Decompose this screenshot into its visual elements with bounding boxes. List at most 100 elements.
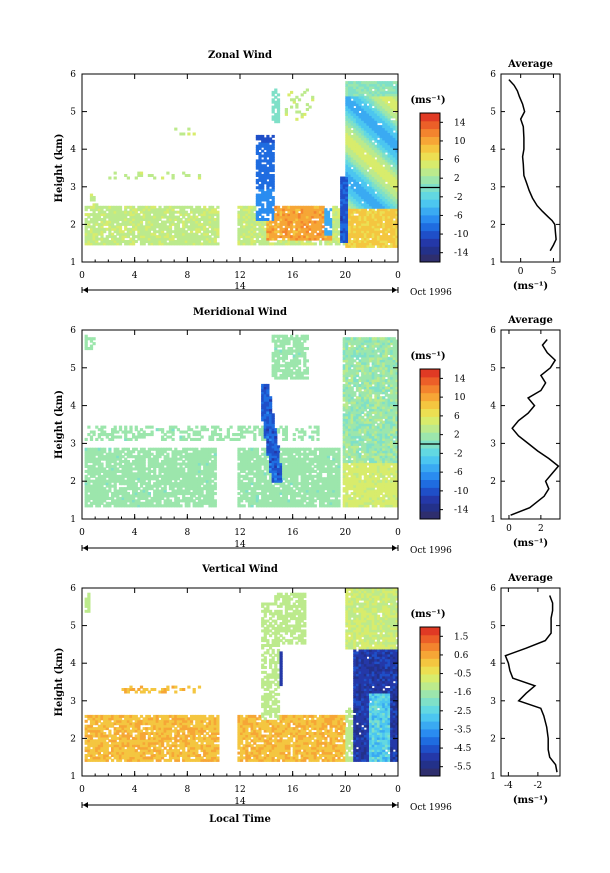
heatmap-cell — [182, 237, 186, 241]
colorbar-segment — [420, 160, 440, 169]
heatmap-cell — [282, 339, 286, 343]
heatmap-cell — [269, 235, 273, 239]
heatmap-cell — [269, 467, 273, 471]
heatmap-cell — [158, 208, 162, 212]
heatmap-cell — [271, 142, 275, 146]
heatmap-cell — [100, 205, 104, 209]
heatmap-cell — [384, 210, 388, 214]
heatmap-cell — [266, 144, 270, 148]
heatmap-cell — [142, 225, 146, 229]
heatmap-cell — [200, 479, 204, 483]
heatmap-cell — [111, 225, 115, 229]
heatmap-cell — [303, 235, 307, 239]
heatmap-cell — [105, 462, 109, 466]
heatmap-cell — [395, 122, 398, 126]
heatmap-cell — [245, 462, 249, 466]
heatmap-cell — [129, 227, 133, 231]
heatmap-cell — [300, 218, 304, 221]
heatmap-cell — [153, 457, 157, 461]
heatmap-cell — [376, 149, 381, 153]
heatmap-cell — [358, 242, 362, 246]
heatmap-cell — [195, 462, 199, 466]
heatmap-cell — [353, 181, 357, 185]
heatmap-cell — [245, 220, 249, 224]
heatmap-cell — [171, 437, 175, 441]
heatmap-cell — [153, 227, 157, 231]
heatmap-cell — [192, 237, 196, 241]
heatmap-cell — [213, 218, 217, 221]
heatmap-cell — [158, 235, 162, 239]
heatmap-cell — [340, 191, 344, 195]
heatmap-cell — [163, 469, 167, 473]
heatmap-cell — [376, 237, 381, 241]
heatmap-cell — [274, 440, 278, 444]
heatmap-cell — [279, 455, 283, 459]
heatmap-cell — [266, 154, 270, 158]
heatmap-cell — [369, 134, 373, 138]
heatmap-cell — [237, 504, 241, 508]
heatmap-cell — [287, 464, 291, 468]
heatmap-cell — [84, 240, 88, 243]
heatmap-cell — [182, 435, 186, 439]
heatmap-cell — [203, 447, 207, 451]
heatmap-cell — [150, 225, 154, 229]
heatmap-cell — [379, 169, 383, 173]
heatmap-cell — [353, 154, 357, 158]
heatmap-cell — [84, 496, 88, 500]
heatmap-cell — [379, 191, 383, 195]
heatmap-cell — [382, 100, 386, 104]
heatmap-cell — [163, 227, 167, 231]
heatmap-cell — [263, 494, 267, 498]
heatmap-cell — [390, 178, 394, 182]
heatmap-cell — [113, 176, 117, 180]
heatmap-cell — [292, 464, 296, 468]
heatmap-cell — [379, 139, 383, 143]
heatmap-cell — [295, 369, 299, 373]
heatmap-cell — [392, 227, 396, 231]
heatmap-cell — [269, 222, 273, 226]
heatmap-cell — [92, 484, 96, 488]
heatmap-cell — [371, 120, 375, 124]
heatmap-cell — [205, 464, 209, 468]
heatmap-cell — [118, 492, 123, 496]
heatmap-cell — [150, 210, 154, 214]
heatmap-cell — [390, 127, 394, 131]
heatmap-cell — [182, 210, 186, 214]
heatmap-cell — [161, 213, 165, 217]
heatmap-cell — [105, 464, 109, 468]
heatmap-cell — [348, 161, 352, 165]
heatmap-cell — [271, 183, 275, 187]
heatmap-cell — [313, 242, 317, 246]
heatmap-cell — [263, 501, 267, 505]
heatmap-cell — [213, 230, 217, 234]
heatmap-cell — [174, 460, 178, 464]
heatmap-cell — [166, 472, 170, 476]
heatmap-cell — [269, 227, 273, 231]
heatmap-cell — [324, 215, 328, 219]
y-tick-label: 4 — [70, 145, 76, 155]
heatmap-cell — [363, 188, 367, 192]
heatmap-cell — [111, 474, 115, 478]
heatmap-cell — [384, 139, 388, 143]
heatmap-cell — [376, 100, 381, 104]
heatmap-cell — [97, 232, 101, 236]
heatmap-cell — [271, 232, 275, 236]
heatmap-cell — [263, 147, 267, 151]
average-title: Average — [507, 59, 553, 70]
heatmap-cell — [211, 215, 215, 219]
heatmap-cell — [384, 122, 388, 126]
heatmap-cell — [168, 425, 173, 429]
heatmap-cell — [89, 496, 94, 500]
heatmap-cell — [384, 244, 388, 248]
heatmap-cell — [163, 222, 167, 226]
heatmap-cell — [363, 130, 367, 133]
heatmap-cell — [395, 125, 398, 129]
heatmap-cell — [92, 240, 96, 243]
heatmap-cell — [266, 210, 270, 214]
heatmap-cell — [369, 137, 373, 141]
heatmap-cell — [374, 108, 378, 111]
heatmap-cell — [166, 220, 170, 224]
heatmap-cell — [345, 213, 349, 217]
heatmap-cell — [124, 437, 128, 441]
heatmap-cell — [266, 489, 270, 493]
